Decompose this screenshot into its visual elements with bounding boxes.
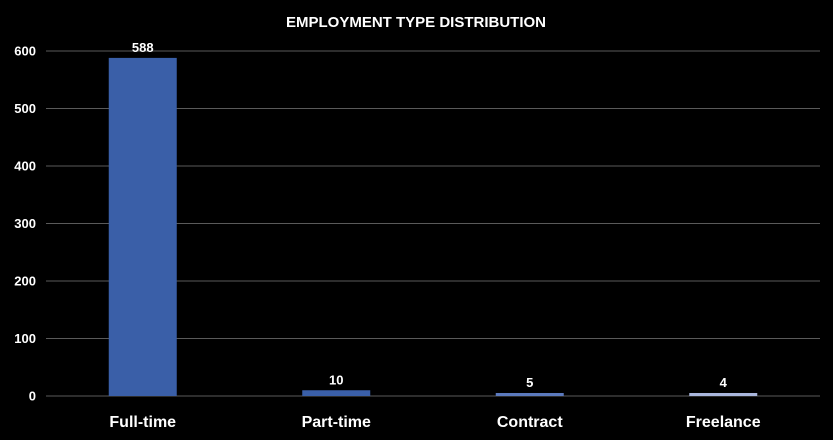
data-label: 588 — [132, 40, 154, 55]
data-label: 5 — [526, 375, 533, 390]
y-tick-label: 300 — [14, 216, 36, 231]
bar-full-time — [108, 57, 177, 397]
y-tick-label: 0 — [29, 389, 36, 404]
y-tick-label: 200 — [14, 274, 36, 289]
data-label: 10 — [329, 372, 343, 387]
bars — [108, 57, 758, 397]
x-category-label: Full-time — [109, 414, 176, 431]
chart-title: EMPLOYMENT TYPE DISTRIBUTION — [286, 14, 546, 31]
y-tick-label: 400 — [14, 159, 36, 174]
data-label: 4 — [720, 375, 728, 390]
bar-freelance — [689, 393, 758, 396]
y-tick-label: 600 — [14, 44, 36, 59]
y-tick-label: 500 — [14, 101, 36, 116]
x-category-label: Part-time — [302, 414, 371, 431]
x-category-label: Freelance — [686, 414, 761, 431]
bar-contract — [495, 393, 564, 396]
y-axis-ticks: 0 100 200 300 400 500 600 — [14, 44, 36, 404]
bar-part-time — [302, 390, 371, 396]
x-axis-categories: Full-time Part-time Contract Freelance — [109, 414, 760, 431]
y-tick-label: 100 — [14, 331, 36, 346]
x-category-label: Contract — [497, 414, 563, 431]
data-labels: 588 10 5 4 — [132, 40, 728, 390]
